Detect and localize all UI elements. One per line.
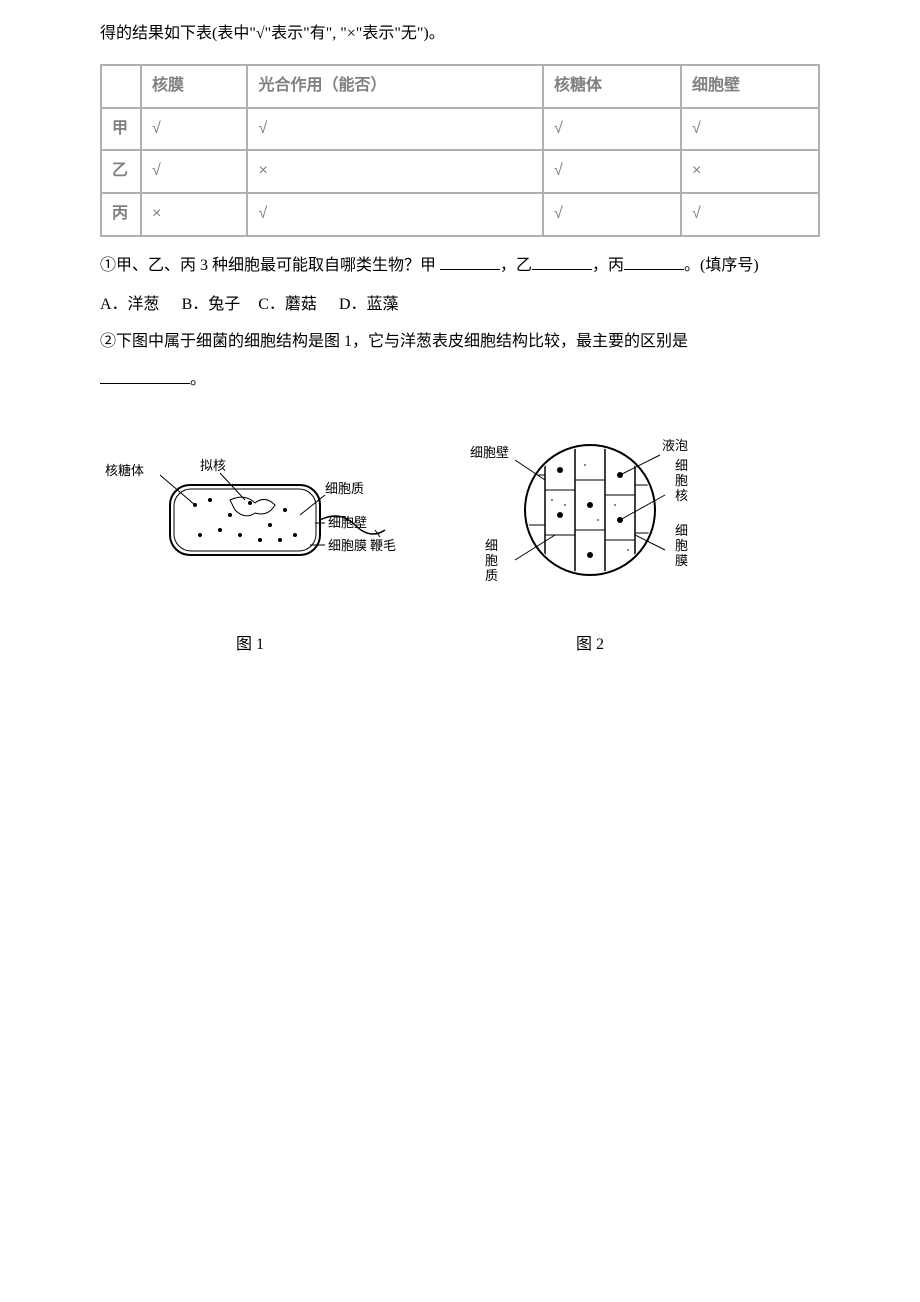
- figure-1-bacteria-diagram: 核糖体 拟核 细胞质 细胞壁 细胞膜 鞭毛: [100, 445, 400, 595]
- table-header-blank: [101, 65, 141, 108]
- label-nucleus-c: 核: [675, 488, 688, 503]
- table-row: 乙 √ × √ ×: [101, 150, 819, 193]
- option-d: D．蓝藻: [339, 296, 399, 313]
- label-cell-wall-2: 细胞壁: [470, 445, 509, 460]
- label-cell-membrane: 细胞膜: [328, 538, 367, 553]
- label-cytoplasm-2-a: 细: [485, 538, 498, 553]
- cell-value: ×: [141, 193, 247, 236]
- label-membrane-2-a: 细: [675, 523, 688, 538]
- label-membrane-2-b: 胞: [675, 538, 688, 553]
- question-2: ②下图中属于细菌的细胞结构是图 1，它与洋葱表皮细胞结构比较，最主要的区别是: [100, 328, 820, 357]
- cell-value: √: [543, 193, 681, 236]
- row-label-jia: 甲: [101, 108, 141, 151]
- label-ribosome: 核糖体: [105, 463, 144, 478]
- figure-2-block: 细胞壁 细 胞 质 液泡 细 胞 核 细 胞 膜 图 2: [460, 425, 720, 660]
- q2-suffix: 。: [190, 371, 206, 388]
- label-cytoplasm-2-b: 胞: [485, 553, 498, 568]
- q1-prefix: ①甲、乙、丙 3 种细胞最可能取自哪类生物？甲: [100, 257, 440, 274]
- cell-value: √: [681, 108, 819, 151]
- label-cytoplasm-2-c: 质: [485, 568, 498, 583]
- label-nucleus-b: 胞: [675, 473, 688, 488]
- table-header-nuclear-membrane: 核膜: [141, 65, 247, 108]
- cell-value: √: [141, 150, 247, 193]
- label-membrane-2-c: 膜: [675, 553, 688, 568]
- row-label-bing: 丙: [101, 193, 141, 236]
- table-header-cell-wall: 细胞壁: [681, 65, 819, 108]
- blank-yi[interactable]: [532, 254, 592, 270]
- cell-value: √: [543, 108, 681, 151]
- q1-suffix: 。(填序号): [684, 257, 759, 274]
- figure-2-onion-cell-diagram: 细胞壁 细 胞 质 液泡 细 胞 核 细 胞 膜: [460, 425, 720, 595]
- row-label-yi: 乙: [101, 150, 141, 193]
- question-1: ①甲、乙、丙 3 种细胞最可能取自哪类生物？甲 ，乙 ，丙 。(填序号): [100, 252, 820, 281]
- label-flagellum: 鞭毛: [370, 538, 396, 553]
- label-nucleoid: 拟核: [200, 458, 226, 473]
- cell-value: √: [141, 108, 247, 151]
- option-b: B．兔子: [182, 296, 241, 313]
- table-header-photosynthesis: 光合作用（能否）: [247, 65, 543, 108]
- blank-q2[interactable]: [100, 368, 190, 384]
- cell-value: ×: [247, 150, 543, 193]
- label-vacuole: 液泡: [662, 438, 688, 453]
- label-nucleus-a: 细: [675, 458, 688, 473]
- q1-mid1: ，乙: [500, 257, 532, 274]
- figure-1-block: 核糖体 拟核 细胞质 细胞壁 细胞膜 鞭毛 图 1: [100, 445, 400, 660]
- option-c: C．蘑菇: [258, 296, 317, 313]
- option-a: A．洋葱: [100, 296, 160, 313]
- intro-text: 得的结果如下表(表中"√"表示"有", "×"表示"无")。: [100, 20, 820, 49]
- cell-comparison-table: 核膜 光合作用（能否） 核糖体 细胞壁 甲 √ √ √ √ 乙 √ × √ × …: [100, 64, 820, 237]
- answer-options: A．洋葱 B．兔子 C．蘑菇 D．蓝藻: [100, 291, 820, 320]
- label-cytoplasm: 细胞质: [325, 481, 364, 496]
- question-2-blank-line: 。: [100, 366, 820, 395]
- table-header-ribosome: 核糖体: [543, 65, 681, 108]
- cell-value: ×: [681, 150, 819, 193]
- blank-jia[interactable]: [440, 254, 500, 270]
- cell-value: √: [681, 193, 819, 236]
- table-header-row: 核膜 光合作用（能否） 核糖体 细胞壁: [101, 65, 819, 108]
- q1-mid2: ，丙: [592, 257, 624, 274]
- cell-value: √: [247, 193, 543, 236]
- figure-2-caption: 图 2: [460, 631, 720, 660]
- cell-value: √: [247, 108, 543, 151]
- figures-container: 核糖体 拟核 细胞质 细胞壁 细胞膜 鞭毛 图 1: [100, 425, 820, 660]
- figure-1-caption: 图 1: [100, 631, 400, 660]
- table-row: 丙 × √ √ √: [101, 193, 819, 236]
- cell-value: √: [543, 150, 681, 193]
- label-cell-wall: 细胞壁: [328, 515, 367, 530]
- blank-bing[interactable]: [624, 254, 684, 270]
- table-row: 甲 √ √ √ √: [101, 108, 819, 151]
